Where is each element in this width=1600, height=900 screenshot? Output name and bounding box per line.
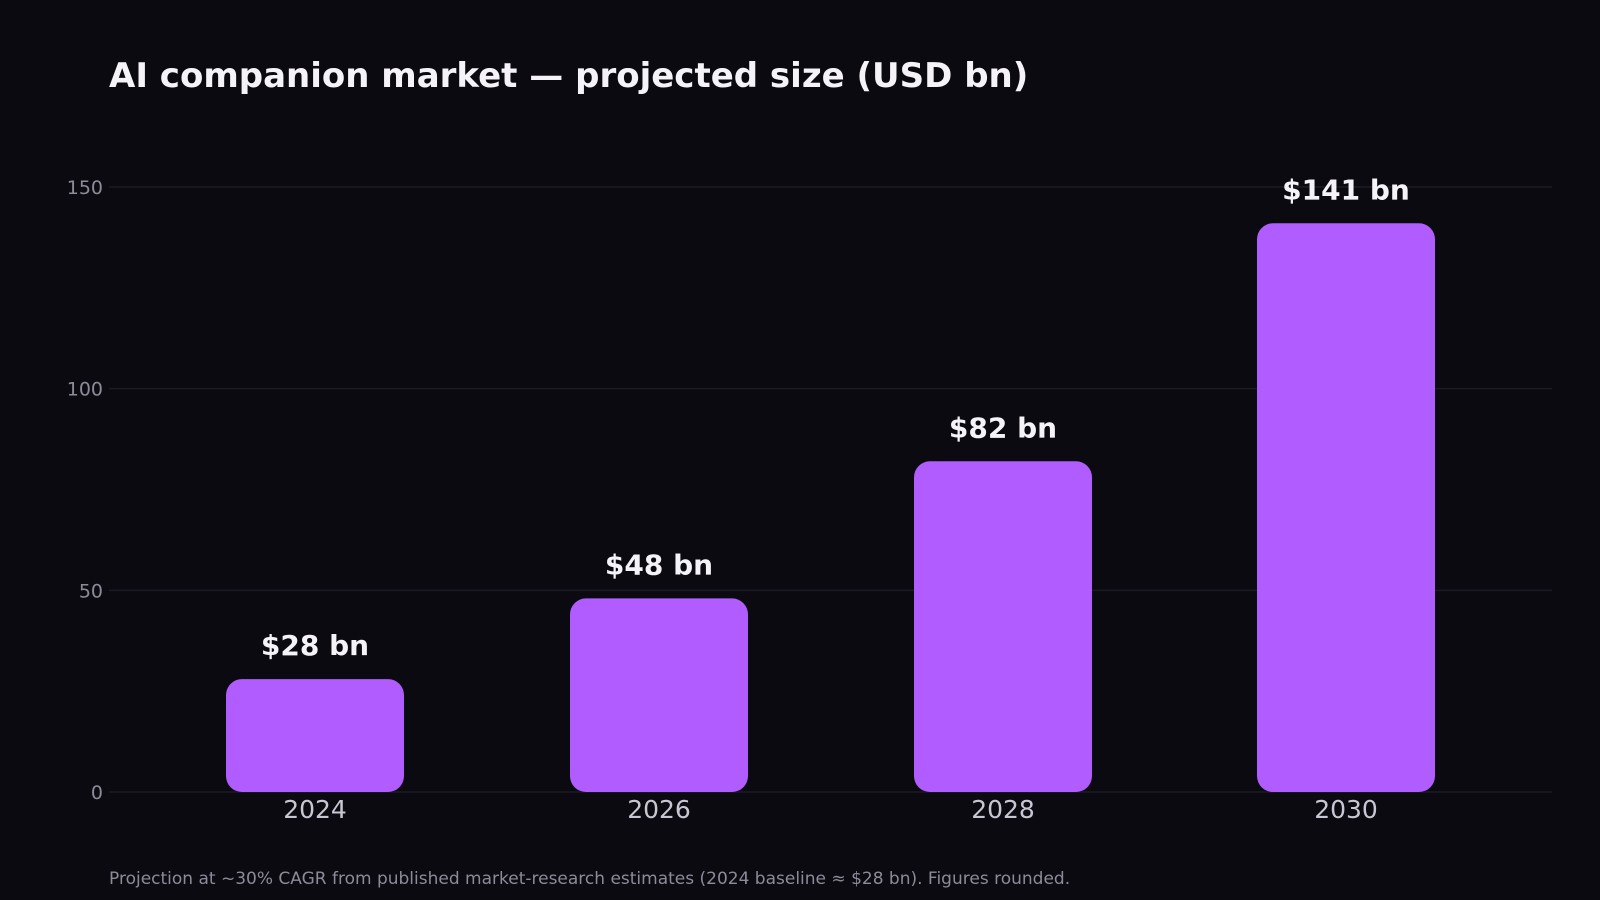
y-axis-ticks: 0 50 100 150 xyxy=(67,177,103,804)
bar xyxy=(914,461,1092,792)
x-tick-label: 2028 xyxy=(971,795,1035,824)
x-tick-label: 2026 xyxy=(627,795,691,824)
bars xyxy=(226,223,1435,793)
bar xyxy=(570,598,748,792)
data-label: $82 bn xyxy=(949,411,1057,444)
bar xyxy=(226,679,404,792)
data-labels: $28 bn $48 bn $82 bn $141 bn xyxy=(261,173,1410,662)
y-tick-label: 0 xyxy=(91,782,103,804)
y-tick-label: 50 xyxy=(79,580,103,602)
y-tick-label: 100 xyxy=(67,379,103,401)
chart-footnote: Projection at ~30% CAGR from published m… xyxy=(109,869,1071,889)
data-label: $141 bn xyxy=(1282,173,1410,206)
x-tick-label: 2030 xyxy=(1314,795,1378,824)
y-tick-label: 150 xyxy=(67,177,103,199)
x-axis-ticks: 2024 2026 2028 2030 xyxy=(283,795,1378,824)
x-tick-label: 2024 xyxy=(283,795,347,824)
data-label: $48 bn xyxy=(605,548,713,581)
bar xyxy=(1257,223,1435,793)
chart-title: AI companion market — projected size (US… xyxy=(109,56,1029,96)
data-label: $28 bn xyxy=(261,629,369,662)
